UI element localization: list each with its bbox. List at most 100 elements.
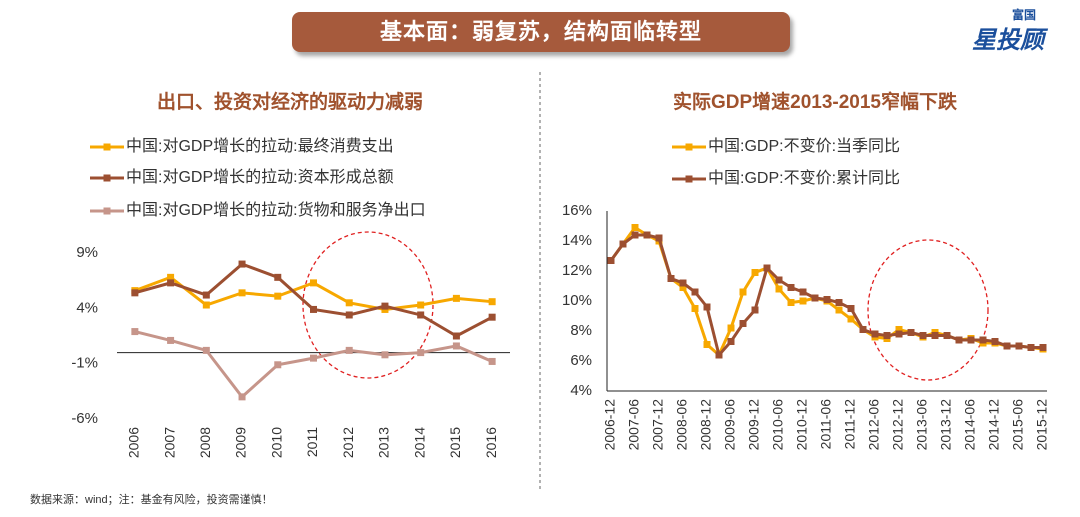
y-tick-label: 12% [562, 262, 592, 279]
legend-marker [103, 143, 111, 151]
x-tick-label: 2007 [161, 427, 177, 458]
point [167, 336, 175, 344]
point [943, 332, 951, 339]
x-tick-label: 2007-12 [650, 399, 666, 451]
x-tick-label: 2009 [233, 427, 249, 458]
point [703, 303, 711, 311]
x-tick-label: 2014-06 [962, 399, 978, 451]
x-tick-label: 2008 [197, 427, 213, 458]
x-tick-label: 2015-06 [1010, 399, 1026, 451]
logo-name: 星投顾 [972, 27, 1044, 54]
x-tick-label: 2014-12 [986, 399, 1002, 451]
point [1003, 342, 1011, 350]
x-tick-label: 2012 [340, 427, 356, 458]
point [238, 393, 246, 401]
x-tick-label: 2009-06 [722, 399, 738, 451]
legend-label: 中国:对GDP增长的拉动:货物和服务净出口 [126, 201, 426, 219]
y-tick-label: 8% [570, 322, 592, 339]
point [452, 342, 460, 350]
point [310, 354, 317, 362]
point [811, 294, 819, 302]
point [607, 257, 615, 264]
point [799, 288, 807, 296]
x-tick-label: 2012-06 [866, 399, 882, 451]
point [739, 288, 747, 296]
x-tick-label: 2011-12 [842, 399, 858, 450]
x-tick-label: 2011-06 [818, 399, 834, 450]
point [417, 349, 425, 357]
point [310, 279, 317, 287]
point [1039, 344, 1047, 351]
point [274, 361, 282, 369]
point [787, 284, 795, 291]
point [835, 299, 843, 306]
x-tick-label: 2013-06 [914, 399, 930, 451]
point [739, 320, 747, 327]
point [274, 273, 282, 281]
point [1027, 344, 1035, 351]
point [859, 326, 867, 333]
point [727, 324, 735, 332]
highlight-ellipse [867, 239, 989, 381]
legend-label: 中国:GDP:不变价:累计同比 [708, 169, 900, 187]
y-tick-label: 4% [570, 382, 592, 399]
y-tick-label: -6% [71, 410, 98, 427]
point [955, 336, 963, 344]
point [345, 299, 353, 307]
legend-marker [685, 143, 693, 151]
point [799, 297, 807, 305]
point [131, 328, 139, 336]
point [679, 284, 687, 291]
point [488, 313, 496, 321]
legend-marker [103, 207, 111, 215]
point [967, 336, 975, 344]
point [643, 231, 651, 239]
point [202, 346, 210, 354]
point [202, 291, 210, 299]
x-tick-label: 2006 [126, 427, 142, 458]
point [619, 240, 627, 248]
point [655, 234, 663, 242]
x-tick-label: 2013 [376, 427, 392, 458]
x-tick-label: 2010 [268, 427, 284, 458]
point [919, 332, 927, 339]
point [452, 294, 460, 302]
x-tick-label: 2012-12 [890, 399, 906, 451]
point [691, 288, 699, 296]
point [381, 351, 389, 359]
series-line [134, 262, 493, 338]
x-tick-label: 2016 [483, 427, 499, 458]
point [883, 332, 891, 339]
point [907, 329, 915, 336]
point [202, 301, 210, 309]
point [691, 305, 699, 312]
point [631, 231, 639, 239]
point [381, 302, 389, 310]
point [167, 273, 175, 281]
point [979, 336, 987, 344]
point [823, 296, 831, 303]
point [417, 311, 425, 319]
point [667, 275, 675, 282]
y-tick-label: 10% [562, 292, 592, 309]
point [847, 305, 855, 312]
point [715, 351, 723, 359]
point [871, 330, 879, 338]
x-tick-label: 2014 [411, 427, 427, 458]
chart-title: 出口、投资对经济的驱动力减弱 [157, 90, 423, 113]
footer-source: 数据来源：wind；注：基金有风险，投资需谨慎！ [30, 494, 273, 506]
x-tick-label: 2008-12 [698, 399, 714, 451]
y-tick-label: -1% [71, 355, 98, 372]
x-tick-label: 2010-06 [770, 399, 786, 451]
y-tick-label: 14% [562, 232, 592, 249]
y-tick-label: 4% [76, 299, 98, 316]
point [1015, 342, 1023, 350]
y-tick-label: 6% [570, 352, 592, 369]
point [895, 326, 903, 333]
point [835, 306, 843, 314]
point [703, 341, 711, 348]
point [751, 306, 759, 314]
point [274, 292, 282, 300]
x-tick-label: 2007-06 [626, 399, 642, 451]
